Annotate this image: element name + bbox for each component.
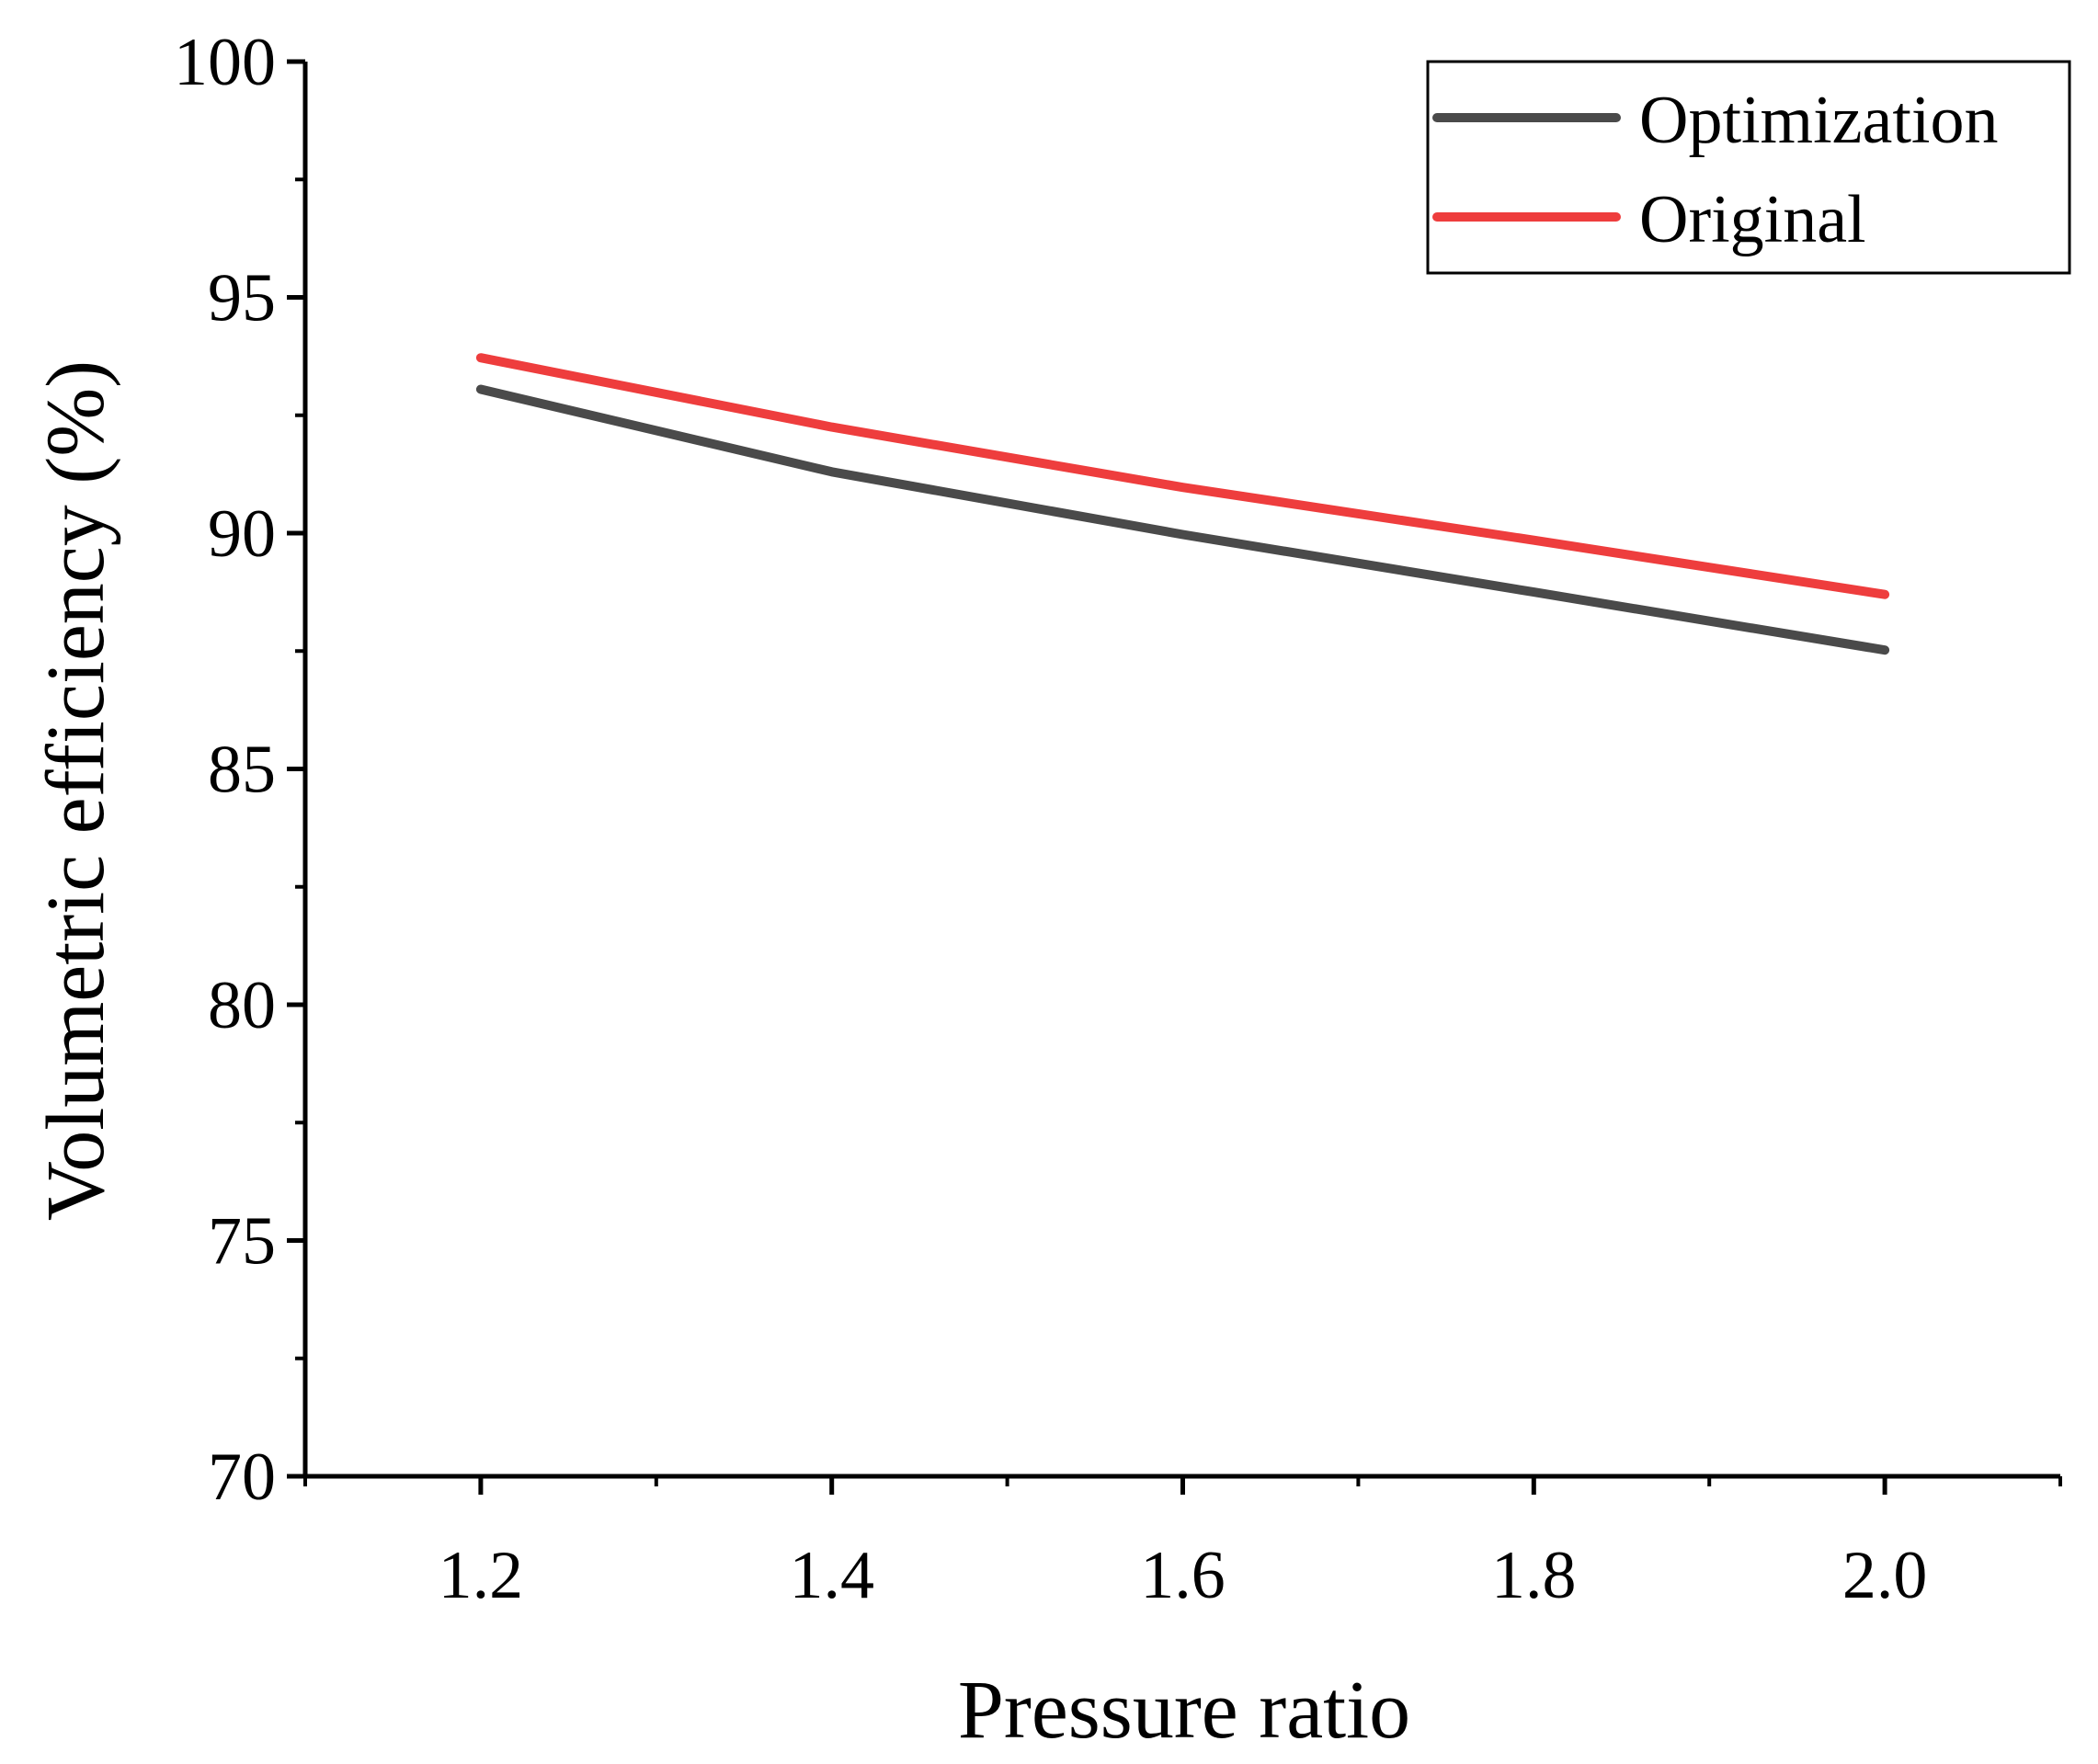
x-tick-label: 1.4 (789, 1538, 874, 1613)
x-tick-label: 1.6 (1140, 1538, 1226, 1613)
legend-label-original: Original (1639, 182, 1866, 257)
legend: Optimization Original (1426, 60, 2071, 275)
y-tick-label: 80 (208, 968, 276, 1043)
y-tick-label: 85 (208, 733, 276, 808)
x-tick-label: 1.2 (439, 1538, 524, 1613)
y-axis-ticks: 70 75 80 85 90 95 100 (174, 25, 305, 1515)
x-axis-title: Pressure ratio (958, 1665, 1410, 1756)
legend-label-optimization: Optimization (1639, 83, 1999, 158)
series-line-optimization (475, 384, 1890, 655)
x-tick-label: 1.8 (1491, 1538, 1577, 1613)
y-tick-label: 90 (208, 496, 276, 572)
y-tick-label: 70 (208, 1440, 276, 1515)
y-tick-label: 100 (174, 25, 276, 100)
y-tick-label: 75 (208, 1204, 276, 1280)
x-tick-label: 2.0 (1842, 1538, 1928, 1613)
x-axis-ticks: 1.2 1.4 1.6 1.8 2.0 (303, 1476, 2062, 1613)
y-axis-title: Volumetric efficiency (%) (30, 360, 121, 1221)
data-series (475, 353, 1890, 655)
y-tick-label: 95 (208, 261, 276, 336)
series-line-original (475, 353, 1890, 599)
legend-box (1426, 60, 2071, 275)
